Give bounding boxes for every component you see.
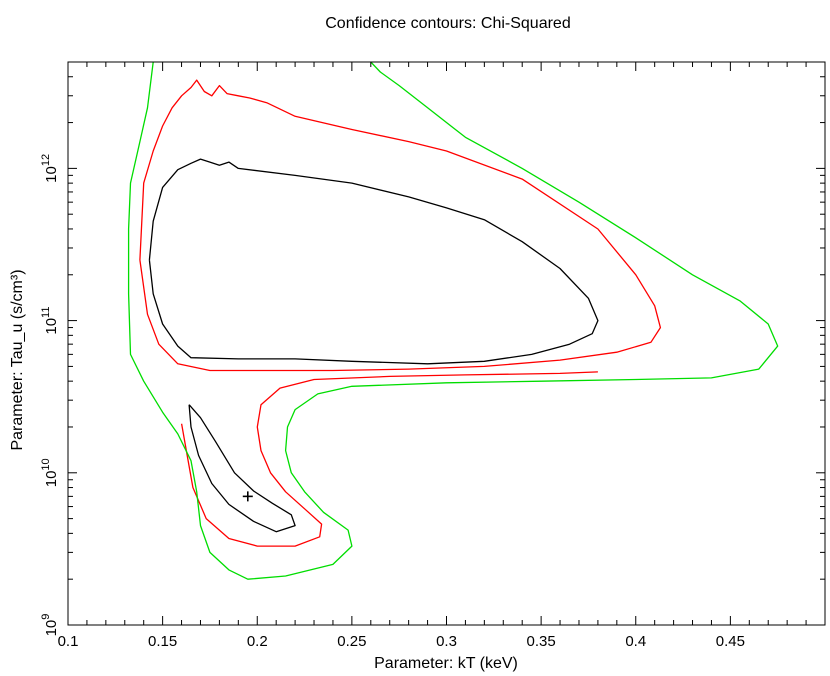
contour-level-3-path-1: [127, 62, 779, 580]
x-axis-title: Parameter: kT (keV): [374, 655, 518, 672]
x-tick-label: 0.3: [436, 633, 457, 650]
y-tick-label: 1011: [40, 307, 60, 335]
contour-level-2-path-1: [139, 79, 662, 372]
chart-title: Confidence contours: Chi-Squared: [325, 15, 570, 32]
x-tick-label: 0.4: [625, 633, 646, 650]
plot-frame: [67, 61, 826, 626]
contour-layer: [127, 62, 779, 580]
x-tick-label: 0.25: [337, 633, 366, 650]
y-axis-title: Parameter: Tau_u (s/cm³): [9, 269, 26, 450]
y-tick-label: 109: [40, 614, 60, 637]
contour-level-2-path-2: [180, 371, 598, 547]
x-axis: 0.1 0.15 0.2 0.25 0.3 0.35 0.4 0.45: [58, 62, 826, 650]
x-tick-label: 0.35: [527, 633, 556, 650]
y-tick-label: 1010: [40, 458, 60, 487]
contour-level-1-path-1: [148, 158, 599, 365]
x-tick-label: 0.45: [716, 633, 745, 650]
contour-level-1-path-2: [188, 404, 296, 533]
y-axis: 109 1010 1011 1012: [40, 61, 825, 637]
x-tick-label: 0.1: [58, 633, 79, 650]
x-tick-label: 0.15: [148, 633, 177, 650]
y-tick-label: 1012: [40, 154, 60, 183]
best-fit-marker: [242, 491, 253, 502]
x-tick-label: 0.2: [247, 633, 268, 650]
